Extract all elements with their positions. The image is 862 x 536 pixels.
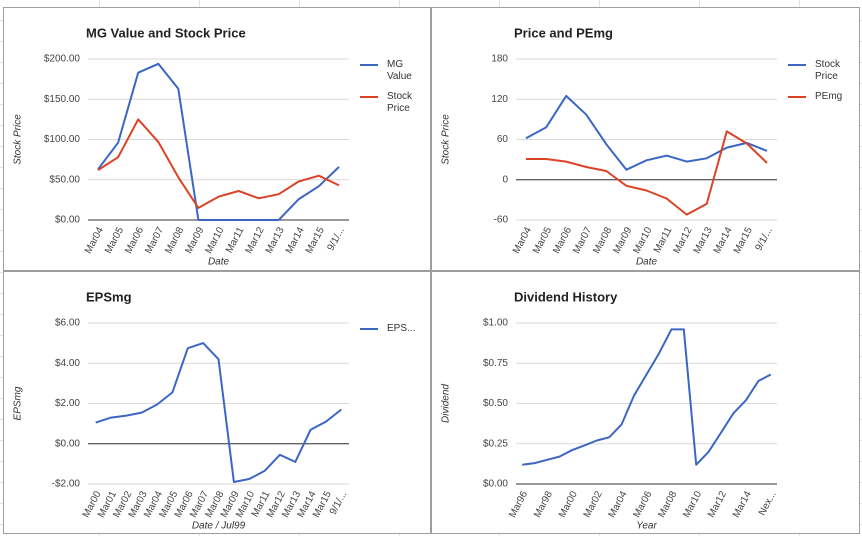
y-tick-label: $150.00 [44, 94, 81, 105]
y-tick-label: $0.75 [483, 358, 508, 369]
series-line [522, 328, 772, 466]
chart-title: Price and PEmg [514, 25, 613, 40]
series-line [97, 62, 340, 221]
x-tick-label: Mar15 [732, 225, 755, 256]
x-tick-label: Mar96 [507, 489, 530, 520]
y-tick-label: $100.00 [44, 134, 81, 145]
x-tick-label: Mar02 [582, 489, 605, 520]
y-tick-label: $6.00 [55, 318, 80, 329]
chart-title: Dividend History [514, 289, 618, 304]
series-line [526, 130, 768, 216]
x-axis-title: Date / Jul99 [192, 521, 246, 532]
chart-panel: EPSmg -$2.00 $0.00 $2.00 $4.00 $6.00 Mar00 Mar0… [3, 271, 431, 534]
y-tick-label: $1.00 [483, 318, 508, 329]
y-tick-label: $0.50 [483, 398, 508, 409]
x-axis-title: Year [636, 521, 657, 532]
y-tick-label: $4.00 [55, 358, 80, 369]
x-tick-label: Mar04 [607, 489, 630, 520]
legend-entry: Stock Price [815, 59, 841, 82]
chart-title: EPSmg [86, 289, 132, 304]
x-tick-label: Mar00 [557, 489, 580, 520]
y-tick-label: 120 [491, 94, 508, 105]
chart: Price and PEmg-60060120180Mar04Mar05Mar0… [441, 25, 843, 268]
legend-entry: MG Value [387, 59, 412, 82]
y-tick-label: 0 [502, 174, 508, 185]
chart-panel: Dividend History $0.00 $0.25 $0.50 $0.75 $1.0… [431, 271, 860, 534]
chart: Dividend History $0.00 $0.25 $0.50 $0.75 $1.0… [441, 289, 779, 532]
y-tick-label: $0.00 [55, 438, 80, 449]
x-axis-title: Date [636, 257, 658, 268]
x-tick-label: Nex... [757, 489, 779, 517]
y-tick-label: $50.00 [49, 174, 80, 185]
x-tick-label: Mar15 [304, 225, 327, 256]
y-tick-label: -$2.00 [52, 479, 81, 490]
x-tick-label: Mar12 [706, 489, 729, 520]
x-axis-title: Date [208, 257, 230, 268]
legend-entry: PEmg [815, 91, 843, 102]
y-axis-title: Dividend [441, 384, 452, 423]
series-line [525, 94, 768, 171]
x-tick-label: Mar10 [203, 225, 226, 256]
y-tick-label: $0.00 [483, 479, 508, 490]
legend-label: EPS... [387, 323, 416, 334]
x-tick-label: 9/1/... [753, 225, 774, 252]
legend-label: Stock Price [815, 59, 841, 82]
chart-panel: Price and PEmg -60 0 60 120 180 Mar04 Mar05 Mar0… [431, 7, 860, 271]
legend-label: PEmg [815, 91, 843, 102]
chart-title: MG Value and Stock Price [86, 25, 246, 40]
chart-panel: MG Value and Stock Price $0.00 $50.00 $100.… [3, 7, 431, 271]
chart: MG Value and Stock Price $0.00 $50.00 $100.… [13, 25, 413, 268]
y-axis-title: EPSmg [13, 386, 24, 420]
y-tick-label: 60 [497, 134, 509, 145]
legend-entry: EPS... [387, 323, 416, 334]
x-tick-label: Mar08 [656, 489, 679, 520]
y-tick-label: $200.00 [44, 54, 81, 65]
y-tick-label: 180 [491, 54, 508, 65]
series-line [97, 118, 340, 209]
x-tick-label: Mar98 [532, 489, 555, 520]
y-tick-label: $2.00 [55, 398, 80, 409]
x-tick-label: Mar06 [631, 489, 654, 520]
legend-entry: Stock Price [387, 91, 413, 114]
series-line [95, 342, 342, 483]
y-tick-label: $0.25 [483, 438, 508, 449]
legend-label: MG Value [387, 59, 412, 82]
y-axis-title: Stock Price [13, 114, 24, 165]
x-tick-label: Mar10 [631, 225, 654, 256]
x-tick-label: Mar14 [731, 489, 754, 520]
x-tick-label: Mar10 [681, 489, 704, 520]
chart: EPSmg-$2.00$0.00$2.00$4.00$6.00Mar00Mar0… [13, 289, 416, 532]
x-tick-label: 9/1/... [325, 225, 346, 252]
y-tick-label: $0.00 [55, 215, 80, 226]
legend-label: Stock Price [387, 91, 413, 114]
y-axis-title: Stock Price [441, 114, 452, 165]
y-tick-label: -60 [494, 215, 509, 226]
